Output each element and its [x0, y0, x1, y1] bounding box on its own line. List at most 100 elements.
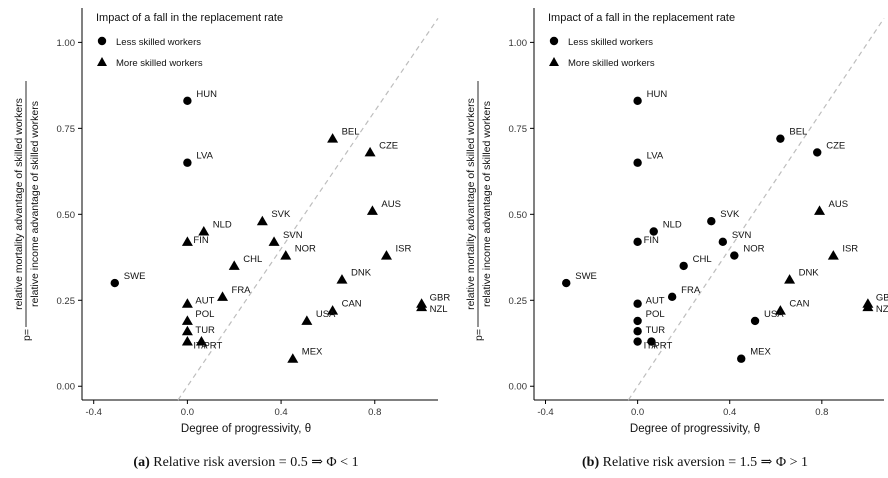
x-tick-label: 0.4	[723, 407, 736, 418]
panel-caption: (b) Relative risk aversion = 1.5 ⇒ Φ > 1	[582, 455, 808, 470]
point-label-hun: HUN	[647, 89, 668, 100]
chart-panel-b: -0.4 0.0 0.4 0.8 0.00 0.25 0.50 0.75 1.00 Degree …	[465, 8, 888, 470]
point-label-isr: ISR	[842, 244, 858, 255]
point-label-fra: FRA	[232, 285, 252, 296]
point-nld	[649, 227, 658, 236]
legend-entry-less-skilled: Less skilled workers	[568, 37, 653, 48]
point-label-mex: MEX	[750, 347, 771, 358]
legend-marker-circle	[549, 36, 559, 46]
point-label-fra: FRA	[681, 285, 701, 296]
x-axis-title: Degree of progressivity, θ	[630, 423, 760, 435]
y-axis-denominator: relative income advantage of skilled wor…	[481, 101, 493, 307]
y-tick-label: 1.00	[509, 38, 528, 49]
point-can	[327, 305, 339, 315]
y-axis-prefix: p=	[473, 329, 485, 341]
point-tur	[633, 327, 642, 336]
point-prt	[647, 337, 656, 346]
point-label-swe: SWE	[124, 271, 146, 282]
point-can	[774, 305, 786, 315]
point-label-chl: CHL	[693, 254, 712, 265]
point-aus	[814, 205, 826, 215]
panel-caption: (a) Relative risk aversion = 0.5 ⇒ Φ < 1	[133, 455, 358, 470]
y-tick-label: 0.00	[57, 382, 76, 393]
y-tick-label: 0.75	[57, 124, 76, 135]
reference-line	[627, 17, 885, 401]
point-label-dnk: DNK	[351, 268, 372, 279]
point-label-tur: TUR	[646, 325, 666, 336]
point-label-svn: SVN	[283, 230, 303, 241]
point-label-gbr: GBR	[876, 293, 888, 304]
chart-panel-a: -0.4 0.0 0.4 0.8 0.00 0.25 0.50 0.75 1.00 Degree …	[13, 8, 450, 470]
point-nor	[280, 250, 292, 260]
point-label-lva: LVA	[196, 151, 213, 162]
point-mex	[287, 353, 299, 363]
point-label-aut: AUT	[195, 296, 214, 307]
point-label-aut: AUT	[646, 296, 665, 307]
point-swe	[562, 278, 571, 288]
y-axis-numerator: relative mortality advantage of skilled …	[465, 98, 477, 310]
point-hun	[183, 96, 192, 106]
point-pol	[181, 315, 193, 325]
point-label-can: CAN	[789, 299, 809, 310]
legend-title: Impact of a fall in the replacement rate	[548, 12, 735, 24]
point-label-chl: CHL	[243, 254, 262, 265]
point-label-fin: FIN	[193, 235, 208, 246]
point-label-usa: USA	[316, 309, 336, 320]
point-chl	[228, 260, 240, 270]
point-label-can: CAN	[342, 299, 362, 310]
point-nzl	[862, 301, 874, 312]
point-label-pol: POL	[195, 309, 214, 320]
point-swe	[110, 278, 119, 288]
point-ita	[181, 336, 193, 346]
point-label-mex: MEX	[302, 347, 323, 358]
point-label-ita: ITA	[193, 341, 208, 352]
legend-marker-triangle	[549, 57, 559, 66]
reference-line	[177, 17, 439, 401]
point-svn	[718, 237, 728, 247]
point-label-nzl: NZL	[876, 304, 888, 315]
point-label-svk: SVK	[720, 209, 740, 220]
y-tick-label: 0.25	[509, 296, 528, 307]
point-pol	[633, 316, 642, 326]
point-dnk	[336, 274, 348, 284]
point-nor	[730, 251, 739, 260]
point-usa	[301, 315, 313, 325]
point-chl	[679, 261, 688, 271]
point-fin	[633, 237, 642, 247]
y-tick-label: 1.00	[57, 38, 76, 49]
point-isr	[380, 250, 392, 260]
point-mex	[737, 354, 746, 363]
legend-entry-more-skilled: More skilled workers	[116, 58, 203, 69]
caption-text: Relative risk aversion = 1.5 ⇒ Φ > 1	[599, 455, 808, 470]
point-label-bel: BEL	[789, 127, 807, 138]
point-bel	[327, 133, 339, 143]
point-label-nld: NLD	[213, 220, 232, 231]
legend: Impact of a fall in the replacement rate…	[96, 12, 283, 69]
x-tick-label: 0.8	[815, 407, 828, 418]
point-lva	[633, 158, 642, 167]
point-label-svk: SVK	[271, 209, 291, 220]
y-axis-denominator: relative income advantage of skilled wor…	[29, 101, 41, 307]
y-tick-label: 0.25	[57, 296, 76, 307]
x-tick-label: 0.4	[274, 407, 287, 418]
point-label-usa: USA	[764, 309, 784, 320]
point-label-cze: CZE	[379, 140, 398, 151]
x-tick-label: 0.0	[181, 407, 194, 418]
point-label-dnk: DNK	[799, 268, 820, 279]
point-label-hun: HUN	[196, 89, 217, 100]
x-tick-label: -0.4	[86, 407, 102, 418]
y-axis-numerator: relative mortality advantage of skilled …	[13, 98, 25, 310]
y-tick-label: 0.00	[509, 382, 528, 393]
caption-text: Relative risk aversion = 0.5 ⇒ Φ < 1	[150, 455, 359, 470]
point-label-lva: LVA	[647, 151, 664, 162]
point-svk	[256, 215, 268, 226]
y-axis-prefix: p=	[21, 329, 33, 341]
point-bel	[776, 134, 785, 143]
x-tick-label: 0.0	[631, 407, 644, 418]
point-label-tur: TUR	[195, 325, 215, 336]
point-hun	[633, 96, 642, 106]
point-nld	[198, 226, 210, 236]
point-label-bel: BEL	[342, 127, 360, 138]
point-usa	[750, 316, 760, 326]
y-tick-label: 0.50	[57, 210, 76, 221]
